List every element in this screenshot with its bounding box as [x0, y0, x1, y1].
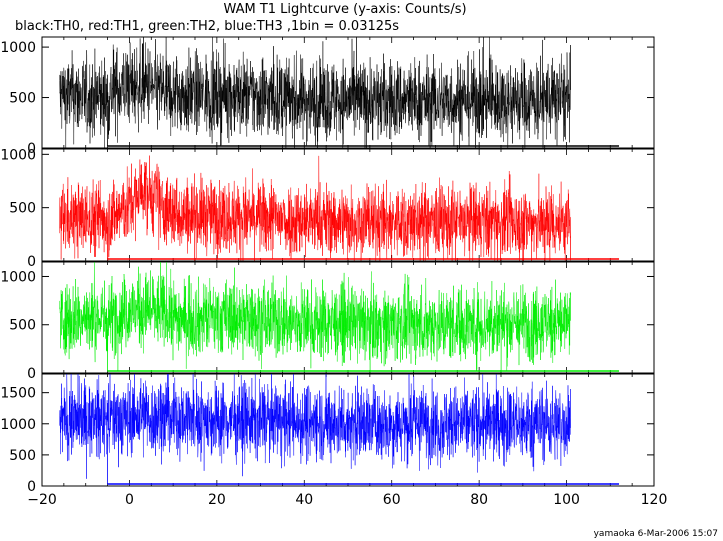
series-th3-line	[59, 373, 571, 479]
y-tick-label: 0	[27, 141, 36, 157]
panel-th2: 0 500 1000	[0, 261, 655, 382]
series-th1-line	[59, 155, 571, 261]
x-tick-label: 40	[295, 492, 313, 508]
chart-subtitle: black:TH0, red:TH1, green:TH2, blue:TH3 …	[15, 19, 399, 34]
x-tick-label: 0	[125, 492, 134, 508]
x-tick-label: 120	[641, 492, 668, 508]
y-tick-label: 1000	[0, 147, 36, 163]
y-tick-label: 1000	[0, 40, 36, 56]
chart-title: WAM T1 Lightcurve (y-axis: Counts/s)	[223, 2, 466, 17]
y-tick-label: 0	[27, 254, 36, 270]
panel-th3: 0 500 1000 1500	[0, 373, 655, 495]
y-tick-label: 500	[9, 201, 36, 217]
series-th2-line	[59, 261, 571, 373]
x-tick-label: 20	[208, 492, 226, 508]
y-tick-label: 500	[9, 318, 36, 334]
x-tick-label: 80	[470, 492, 488, 508]
y-tick-label: 1500	[0, 386, 36, 402]
panel-th1: 0 500 1000	[0, 147, 655, 270]
y-tick-label: 0	[27, 479, 36, 495]
y-tick-label: 1000	[0, 269, 36, 285]
x-axis: −20 0 20 40 60 80 100 120	[27, 492, 667, 508]
series-th0-line	[59, 36, 571, 148]
footer-credit: yamaoka 6-Mar-2006 15:07	[594, 529, 718, 539]
x-tick-label: 60	[383, 492, 401, 508]
y-tick-label: 1000	[0, 417, 36, 433]
x-tick-label: −20	[27, 492, 57, 508]
x-tick-label: 100	[553, 492, 580, 508]
y-tick-label: 0	[27, 366, 36, 382]
y-tick-label: 500	[9, 448, 36, 464]
y-tick-label: 500	[9, 91, 36, 107]
panel-th0: 0 500 1000	[0, 36, 655, 157]
